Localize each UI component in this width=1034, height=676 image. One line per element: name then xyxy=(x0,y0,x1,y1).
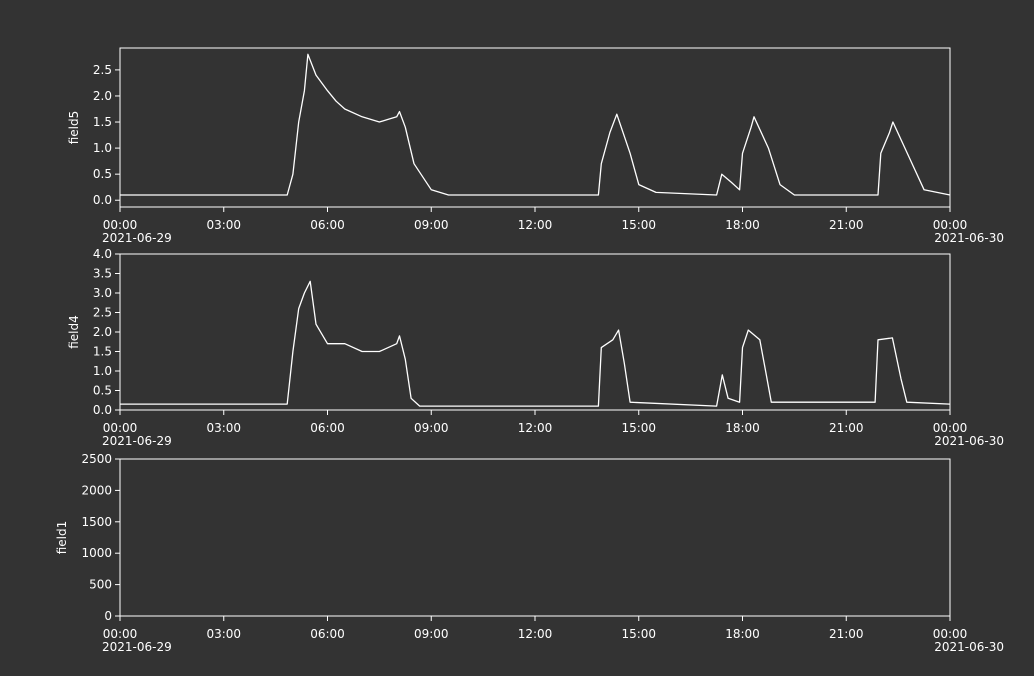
y-axis-label: field4 xyxy=(67,315,81,349)
x-tick-label: 03:00 xyxy=(206,218,241,232)
y-tick-label: 500 xyxy=(89,578,112,592)
x-tick-label: 12:00 xyxy=(518,421,553,435)
x-tick-label: 00:00 xyxy=(933,218,968,232)
x-tick-date: 2021-06-30 xyxy=(934,434,1004,448)
y-axis-label: field5 xyxy=(67,111,81,145)
x-tick-label: 21:00 xyxy=(829,421,864,435)
x-tick-label: 12:00 xyxy=(518,218,553,232)
x-tick-date: 2021-06-29 xyxy=(102,640,172,654)
x-tick-label: 00:00 xyxy=(103,421,138,435)
y-tick-label: 2.0 xyxy=(93,325,112,339)
x-tick-date: 2021-06-30 xyxy=(934,231,1004,245)
series-line xyxy=(120,280,951,407)
x-tick-label: 15:00 xyxy=(621,627,656,641)
x-tick-label: 15:00 xyxy=(621,218,656,232)
series-line xyxy=(120,53,951,196)
y-tick-label: 1500 xyxy=(81,515,112,529)
y-tick-label: 4.0 xyxy=(93,247,112,261)
x-tick-label: 00:00 xyxy=(933,627,968,641)
y-tick-label: 1.5 xyxy=(93,115,112,129)
y-tick-label: 3.0 xyxy=(93,286,112,300)
y-tick-label: 2.5 xyxy=(93,63,112,77)
x-tick-label: 06:00 xyxy=(310,627,345,641)
x-tick-label: 18:00 xyxy=(725,627,760,641)
x-tick-label: 06:00 xyxy=(310,421,345,435)
x-tick-label: 06:00 xyxy=(310,218,345,232)
x-tick-label: 09:00 xyxy=(414,421,449,435)
y-tick-label: 0 xyxy=(104,609,112,623)
x-tick-label: 18:00 xyxy=(725,421,760,435)
x-tick-date: 2021-06-29 xyxy=(102,434,172,448)
x-tick-date: 2021-06-30 xyxy=(934,640,1004,654)
x-tick-label: 15:00 xyxy=(621,421,656,435)
x-tick-label: 09:00 xyxy=(414,218,449,232)
x-tick-label: 21:00 xyxy=(829,218,864,232)
x-tick-label: 00:00 xyxy=(103,627,138,641)
y-axis-label: field1 xyxy=(55,521,69,555)
y-tick-label: 0.5 xyxy=(93,384,112,398)
y-tick-label: 2500 xyxy=(81,452,112,466)
y-tick-label: 1.0 xyxy=(93,141,112,155)
x-tick-label: 21:00 xyxy=(829,627,864,641)
y-tick-label: 0.0 xyxy=(93,403,112,417)
y-tick-label: 1.0 xyxy=(93,364,112,378)
y-tick-label: 2000 xyxy=(81,483,112,497)
y-tick-label: 3.5 xyxy=(93,267,112,281)
x-tick-label: 18:00 xyxy=(725,218,760,232)
y-tick-label: 1000 xyxy=(81,546,112,560)
x-tick-label: 00:00 xyxy=(933,421,968,435)
x-tick-date: 2021-06-29 xyxy=(102,231,172,245)
x-tick-label: 03:00 xyxy=(206,627,241,641)
y-tick-label: 0.5 xyxy=(93,167,112,181)
x-tick-label: 09:00 xyxy=(414,627,449,641)
y-tick-label: 2.0 xyxy=(93,89,112,103)
x-tick-label: 12:00 xyxy=(518,627,553,641)
x-tick-label: 03:00 xyxy=(206,421,241,435)
y-tick-label: 1.5 xyxy=(93,345,112,359)
x-tick-label: 00:00 xyxy=(103,218,138,232)
y-tick-label: 0.0 xyxy=(93,193,112,207)
y-tick-label: 2.5 xyxy=(93,306,112,320)
